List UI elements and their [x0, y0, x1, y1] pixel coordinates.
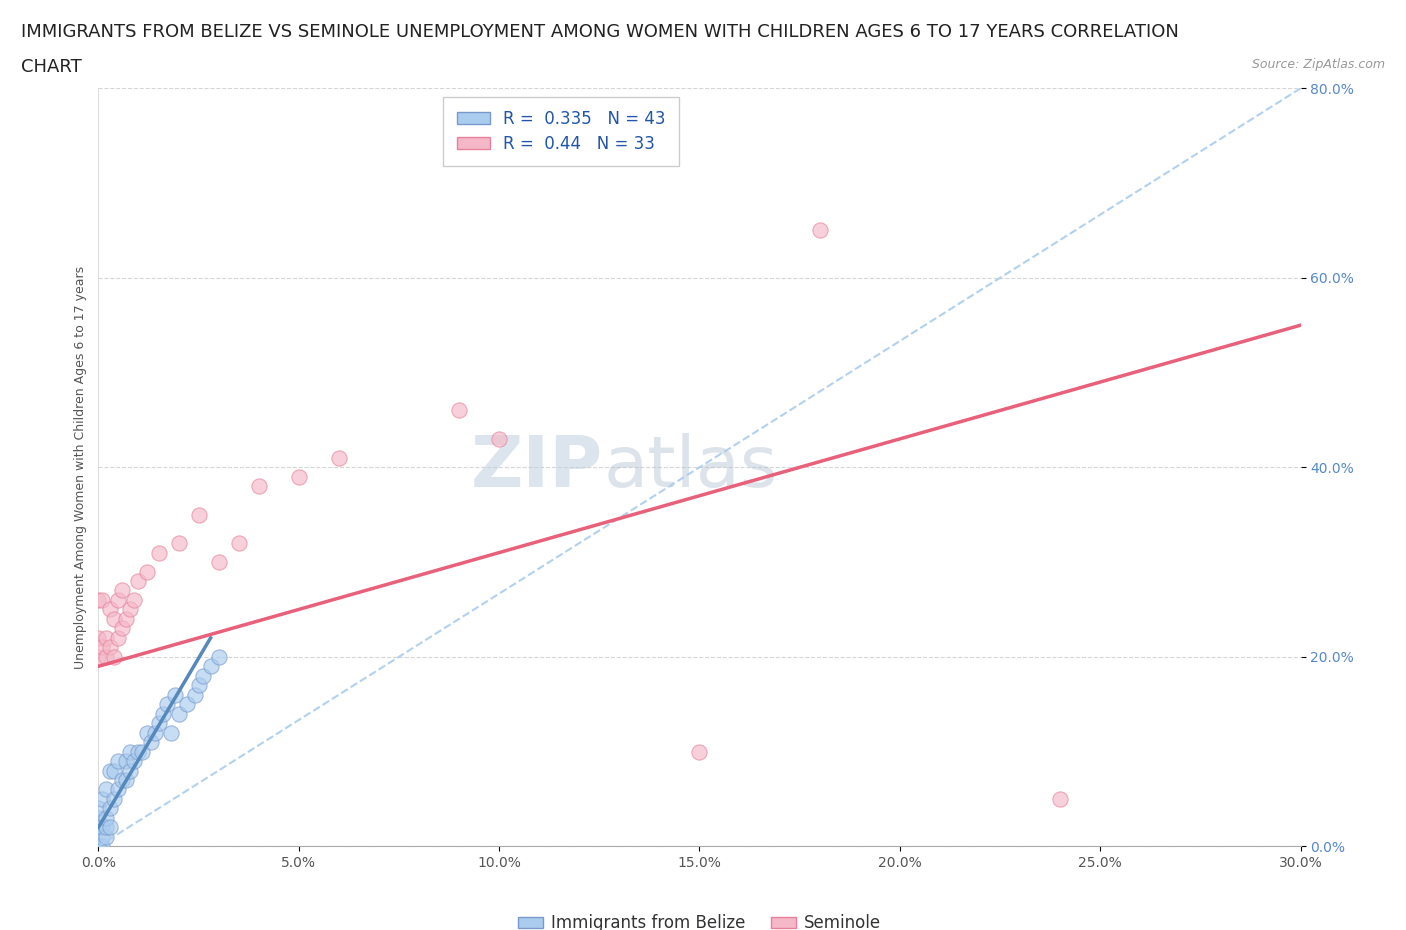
Point [91, 820, 114, 835]
Point [148, 716, 170, 731]
Point [148, 545, 170, 560]
Point [187, 507, 209, 522]
Point [120, 763, 142, 777]
Point [187, 678, 209, 693]
Point [447, 403, 470, 418]
Point [100, 763, 122, 777]
Point [163, 687, 186, 702]
Point [91, 640, 114, 655]
Point [808, 223, 831, 238]
Point [96, 782, 118, 797]
Text: ZIP: ZIP [471, 432, 603, 502]
Point [143, 725, 166, 740]
Y-axis label: Unemployment Among Women with Children Ages 6 to 17 years: Unemployment Among Women with Children A… [75, 266, 87, 669]
Point [120, 602, 142, 617]
Point [183, 687, 205, 702]
Point [107, 631, 129, 645]
Point [135, 565, 157, 579]
Point [100, 820, 122, 835]
Point [111, 773, 134, 788]
Point [91, 839, 114, 854]
Point [152, 706, 174, 721]
Point [91, 830, 114, 844]
Point [107, 753, 129, 768]
Point [128, 744, 150, 759]
Point [103, 763, 125, 777]
Point [115, 612, 138, 627]
Point [100, 640, 122, 655]
Point [1049, 791, 1071, 806]
Point [688, 744, 710, 759]
Point [167, 536, 190, 551]
Point [167, 706, 190, 721]
Point [124, 592, 146, 607]
Text: Source: ZipAtlas.com: Source: ZipAtlas.com [1251, 58, 1385, 71]
Point [288, 470, 311, 485]
Point [488, 432, 510, 446]
Point [103, 791, 125, 806]
Point [96, 631, 118, 645]
Point [191, 669, 214, 684]
Point [176, 697, 198, 711]
Point [111, 621, 134, 636]
Point [208, 554, 231, 569]
Point [87, 839, 110, 854]
Point [208, 649, 231, 664]
Text: atlas: atlas [603, 432, 778, 502]
Point [155, 697, 177, 711]
Point [96, 649, 118, 664]
Point [124, 753, 146, 768]
Point [96, 820, 118, 835]
Point [87, 649, 110, 664]
Point [120, 744, 142, 759]
Point [128, 574, 150, 589]
Point [135, 725, 157, 740]
Point [139, 735, 162, 750]
Point [87, 839, 110, 854]
Point [91, 791, 114, 806]
Point [103, 612, 125, 627]
Point [328, 450, 350, 465]
Point [131, 744, 153, 759]
Point [87, 631, 110, 645]
Point [107, 782, 129, 797]
Point [200, 658, 222, 673]
Point [111, 583, 134, 598]
Text: CHART: CHART [21, 58, 82, 75]
Point [87, 801, 110, 816]
Legend: Immigrants from Belize, Seminole: Immigrants from Belize, Seminole [512, 908, 887, 930]
Point [96, 830, 118, 844]
Point [115, 753, 138, 768]
Point [100, 602, 122, 617]
Point [100, 801, 122, 816]
Text: IMMIGRANTS FROM BELIZE VS SEMINOLE UNEMPLOYMENT AMONG WOMEN WITH CHILDREN AGES 6: IMMIGRANTS FROM BELIZE VS SEMINOLE UNEMP… [21, 23, 1180, 41]
Point [107, 592, 129, 607]
Point [87, 820, 110, 835]
Point [87, 592, 110, 607]
Point [87, 810, 110, 825]
Point [159, 725, 181, 740]
Point [115, 773, 138, 788]
Point [96, 810, 118, 825]
Point [247, 479, 270, 494]
Point [103, 649, 125, 664]
Point [228, 536, 250, 551]
Point [91, 592, 114, 607]
